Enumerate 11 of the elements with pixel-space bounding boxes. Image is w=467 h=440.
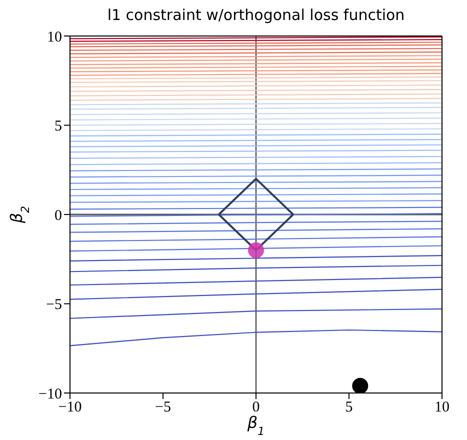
y-tick-label: −5	[46, 297, 62, 314]
x-tick-label: 5	[345, 400, 353, 416]
x-tick-label: 0	[252, 400, 260, 416]
y-tick-label: −10	[38, 386, 62, 402]
y-tick-label: 5	[54, 118, 62, 135]
x-tick-label: −5	[155, 400, 171, 416]
y-tick-label: 10	[47, 29, 62, 46]
chart-title: l1 constraint w/orthogonal loss function	[106, 6, 406, 24]
x-axis-title: β$_{1}$	[246, 413, 265, 438]
y-tick-label: 0	[54, 208, 62, 224]
x-tick-label: 10	[434, 400, 450, 416]
